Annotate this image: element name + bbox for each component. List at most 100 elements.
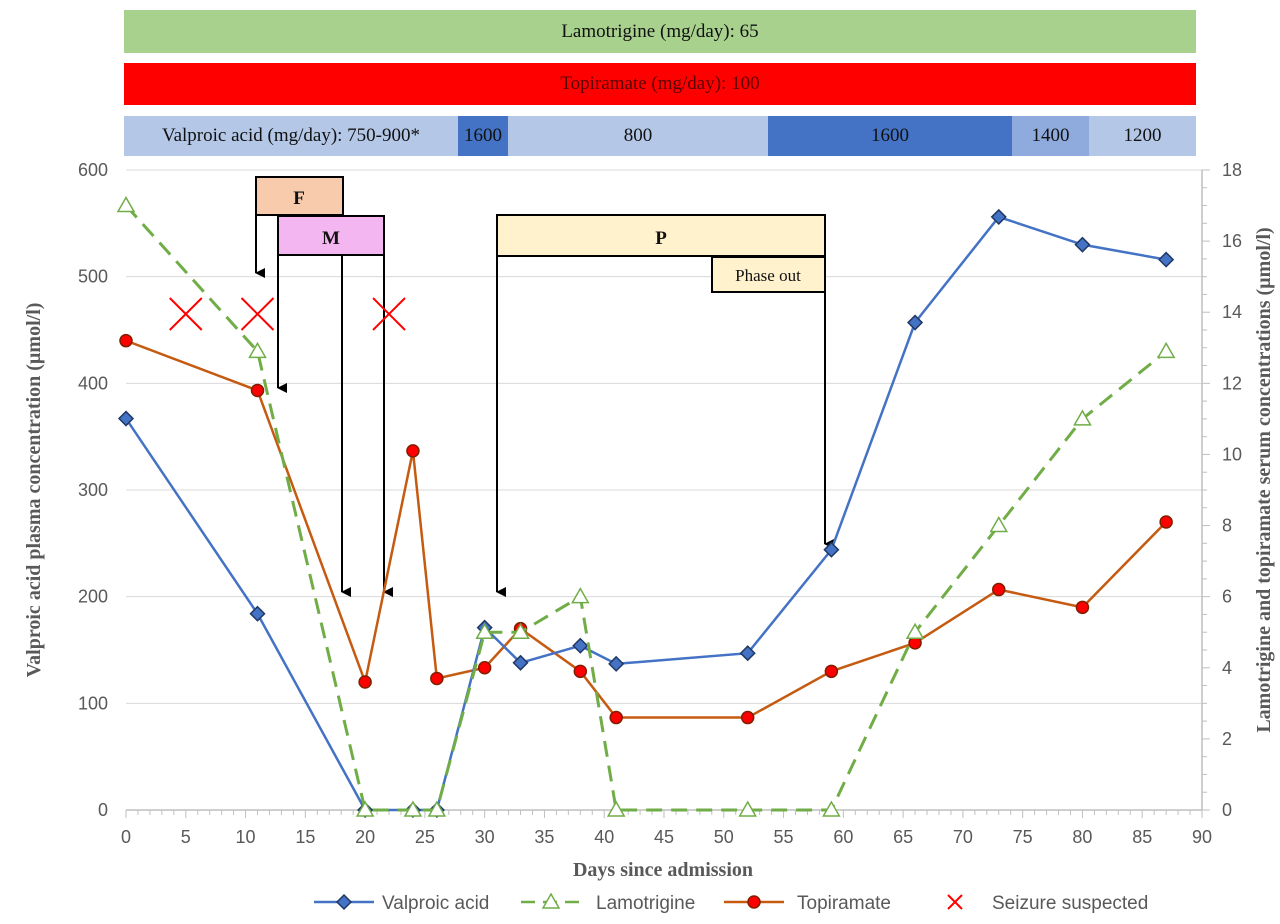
annotation-m: M	[277, 215, 393, 597]
valproic-dose-segment-6: 1200	[1089, 116, 1196, 156]
x-tick-label: 0	[121, 827, 131, 847]
topiramate-point	[740, 710, 755, 725]
valproic-dose-segment-5: 1400	[1012, 116, 1089, 156]
lamotrigine-point	[116, 196, 136, 213]
y-tick-label: 0	[98, 800, 108, 820]
x-tick-label: 10	[236, 827, 256, 847]
x-tick-label: 40	[594, 827, 614, 847]
topiramate-point	[477, 661, 492, 675]
x-tick-label: 55	[774, 827, 794, 847]
y-tick-label: 300	[78, 480, 108, 500]
valproic-acid-point	[1158, 251, 1175, 268]
x-tick-label: 90	[1192, 827, 1212, 847]
y-tick-label: 200	[78, 587, 108, 607]
lamotrigine-point	[822, 800, 841, 817]
series-layer	[116, 196, 1176, 819]
lamotrigine-dose-bar: Lamotrigine (mg/day): 65	[124, 10, 1196, 53]
lamotrigine-point	[571, 587, 590, 604]
x-tick-label: 15	[295, 827, 315, 847]
valproic-acid-point	[572, 637, 589, 654]
y-tick-label: 400	[78, 373, 108, 393]
annotation-m-label: M	[322, 228, 340, 249]
valproic-acid-point	[249, 605, 266, 622]
y2-axis-title: Lamotrigine and topiramate serum concent…	[1253, 227, 1275, 732]
y2-tick-label: 0	[1222, 800, 1232, 820]
x-tick-label: 5	[181, 827, 191, 847]
annotation-p-box	[496, 214, 826, 257]
lamotrigine-point	[403, 800, 423, 817]
seizure-suspected-point	[372, 297, 406, 331]
axes	[125, 169, 1210, 818]
legend-marker	[335, 893, 353, 911]
legend-label: Seizure suspected	[992, 893, 1148, 914]
x-tick-label: 80	[1072, 827, 1092, 847]
valproic-dose-label-1: Valproic acid (mg/day): 750-900*	[161, 125, 420, 146]
y2-tick-label: 6	[1222, 587, 1232, 607]
annotation-m-box	[277, 215, 385, 256]
valproic-dose-segment-2: 1600	[458, 116, 508, 156]
x-tick-label: 35	[534, 827, 554, 847]
x-tick-label: 45	[654, 827, 674, 847]
valproic-acid-point	[739, 645, 756, 662]
valproic-dose-label-2: 1600	[464, 125, 502, 146]
lamotrigine-line	[124, 204, 1168, 812]
lamotrigine-point	[355, 800, 375, 817]
x-tick-label: 85	[1132, 827, 1152, 847]
y2-tick-label: 12	[1222, 373, 1242, 393]
annotation-p-label: P	[655, 228, 667, 249]
topiramate-point	[824, 664, 839, 679]
annotation-p: P Phase out	[496, 214, 834, 597]
topiramate-point	[250, 383, 265, 398]
tick-labels: 0 100 200 300 400 500 600 0 2 4 6 8 10 12 14 16 18 0 5 10 15…	[78, 160, 1242, 847]
lamotrigine-point	[248, 341, 267, 359]
legend-label: Topiramate	[797, 893, 891, 914]
lamotrigine-point	[738, 800, 757, 817]
topiramate-point	[1159, 515, 1173, 529]
topiramate-point	[573, 664, 588, 679]
y2-tick-label: 2	[1222, 729, 1232, 749]
x-tick-label: 25	[415, 827, 435, 847]
valproic-dose-label-6: 1200	[1123, 125, 1162, 146]
x-tick-label: 20	[355, 827, 375, 847]
y2-tick-label: 4	[1222, 658, 1232, 678]
valproic-acid-point	[823, 541, 840, 558]
valproic-dose-label-3: 800	[623, 125, 653, 146]
valproic-dose-label-4: 1600	[871, 125, 909, 146]
x-tick-label: 30	[475, 827, 495, 847]
x-tick-label: 75	[1013, 827, 1033, 847]
lamotrigine-point	[989, 516, 1009, 533]
legend-item-seizure-suspected: Seizure suspected	[947, 893, 1148, 914]
legend-item-topiramate: Topiramate	[724, 893, 891, 914]
series-topiramate	[119, 333, 1173, 725]
legend-marker	[947, 894, 963, 910]
topiramate-point	[358, 675, 372, 689]
y-tick-label: 600	[78, 160, 108, 180]
valproic-dose-segment-3: 800	[508, 116, 768, 156]
valproic-acid-point	[1074, 236, 1091, 253]
lamotrigine-point	[475, 622, 494, 639]
lamotrigine-point	[606, 800, 626, 817]
y2-tick-label: 14	[1222, 302, 1242, 322]
x-tick-label: 70	[953, 827, 973, 847]
series-lamotrigine	[116, 196, 1176, 817]
seizure-suspected-point	[240, 297, 275, 331]
legend-marker	[747, 895, 761, 909]
lamotrigine-point	[1073, 409, 1092, 426]
topiramate-dose-bar: Topiramate (mg/day): 100	[124, 63, 1196, 105]
y2-tick-label: 10	[1222, 444, 1242, 464]
y-tick-label: 500	[78, 267, 108, 287]
seizure-suspected-point	[169, 297, 203, 331]
legend: Valproic acid Lamotrigine Topiramate Seizur…	[314, 892, 1148, 914]
lamotrigine-point	[1156, 341, 1176, 359]
legend-label: Valproic acid	[382, 893, 489, 914]
valproic-dose-label-5: 1400	[1031, 125, 1070, 146]
y2-tick-label: 18	[1222, 160, 1242, 180]
lamotrigine-point	[905, 622, 925, 639]
legend-item-valproic-acid: Valproic acid	[314, 893, 489, 914]
legend-marker	[541, 892, 561, 909]
valproic-acid-point	[608, 655, 625, 672]
lamotrigine-point	[511, 622, 530, 639]
annotation-f-label: F	[293, 188, 305, 209]
topiramate-dose-label: Topiramate (mg/day): 100	[560, 73, 760, 94]
lamotrigine-point	[427, 800, 447, 817]
